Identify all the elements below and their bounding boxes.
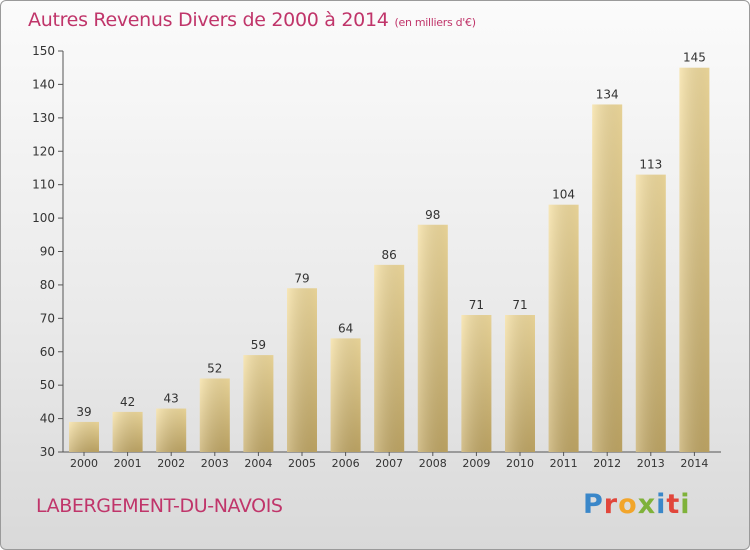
bar-value-label: 79 [294,271,309,285]
x-tick-label: 2012 [593,457,621,470]
x-tick-label: 2008 [419,457,447,470]
bar-shade [330,338,361,452]
bar-shade [505,314,535,452]
x-tick-label: 2006 [332,457,360,470]
bar-value-label: 42 [120,395,135,409]
y-tick-label: 40 [40,412,55,426]
x-tick-label: 2001 [114,457,142,470]
logo-letter: i [656,489,667,520]
location-label: LABERGEMENT-DU-NAVOIS [36,495,283,517]
bar-shade [199,378,230,452]
x-axis: 2000 2001 2002 2003 2004 2005 2006 2007 2008 2009… [63,451,721,470]
logo-letter: o [618,489,638,520]
bar-value-label: 145 [683,51,706,65]
x-tick-label: 2014 [680,457,708,470]
y-tick-label: 150 [32,44,55,58]
bar-shade [287,288,317,452]
x-tick-label: 2004 [244,457,272,470]
y-tick-label: 80 [40,278,55,292]
bar-value-label: 104 [552,188,575,202]
bar-value-label: 39 [76,405,91,419]
bar-shade [112,411,143,452]
bar-shade [635,174,666,452]
bar-shade [417,224,448,452]
y-tick-label: 90 [40,245,55,259]
bar-shade [69,421,99,452]
bar-shade [679,67,710,452]
x-tick-label: 2009 [462,457,490,470]
bar-value-label: 59 [251,338,266,352]
bar-value-label: 98 [425,208,440,222]
y-tick-label: 60 [40,345,55,359]
bar-value-label: 113 [639,158,662,172]
x-tick-label: 2002 [157,457,185,470]
bar-shade [243,355,274,452]
y-tick-label: 30 [40,445,55,459]
bar-shade [548,204,579,452]
y-axis: 30 40 50 60 70 80 90 100 110 120 130 140 150 [32,44,64,459]
chart-title: Autres Revenus Divers de 2000 à 2014 (en … [28,9,476,31]
logo-letter: x [637,489,657,520]
y-tick-label: 100 [32,211,55,225]
bar-shade [592,104,623,452]
bar-value-label: 64 [338,321,353,335]
bar-value-label: 71 [469,298,484,312]
proxiti-logo[interactable]: Proxiti [583,489,691,520]
y-tick-label: 50 [40,378,55,392]
chart-title-text: Autres Revenus Divers de 2000 à 2014 [28,9,389,31]
logo-letter: r [603,489,619,520]
logo-letter: t [666,489,681,520]
y-tick-label: 110 [32,178,55,192]
bars [69,67,710,452]
logo-letter: P [583,489,604,520]
y-tick-label: 140 [32,77,55,91]
x-tick-label: 2010 [506,457,534,470]
y-tick-label: 120 [32,144,55,158]
x-tick-label: 2005 [288,457,316,470]
bar-value-label: 134 [596,87,619,101]
bar-shade [461,314,492,452]
chart-subtitle: (en milliers d'€) [394,16,476,29]
bar-shade [374,264,405,452]
data-labels: 39 42 43 52 59 79 64 86 98 71 71 104 134 113 145 [76,51,705,419]
bar-value-label: 43 [164,392,179,406]
x-tick-label: 2000 [70,457,98,470]
bar-value-label: 52 [207,361,222,375]
y-tick-label: 130 [32,111,55,125]
x-tick-label: 2011 [550,457,578,470]
bar-shade [156,408,187,452]
x-tick-label: 2007 [375,457,403,470]
y-tick-label: 70 [40,311,55,325]
bar-value-label: 86 [382,248,397,262]
x-tick-label: 2013 [637,457,665,470]
logo-letter: i [680,489,691,520]
bar-value-label: 71 [512,298,527,312]
x-tick-label: 2003 [201,457,229,470]
